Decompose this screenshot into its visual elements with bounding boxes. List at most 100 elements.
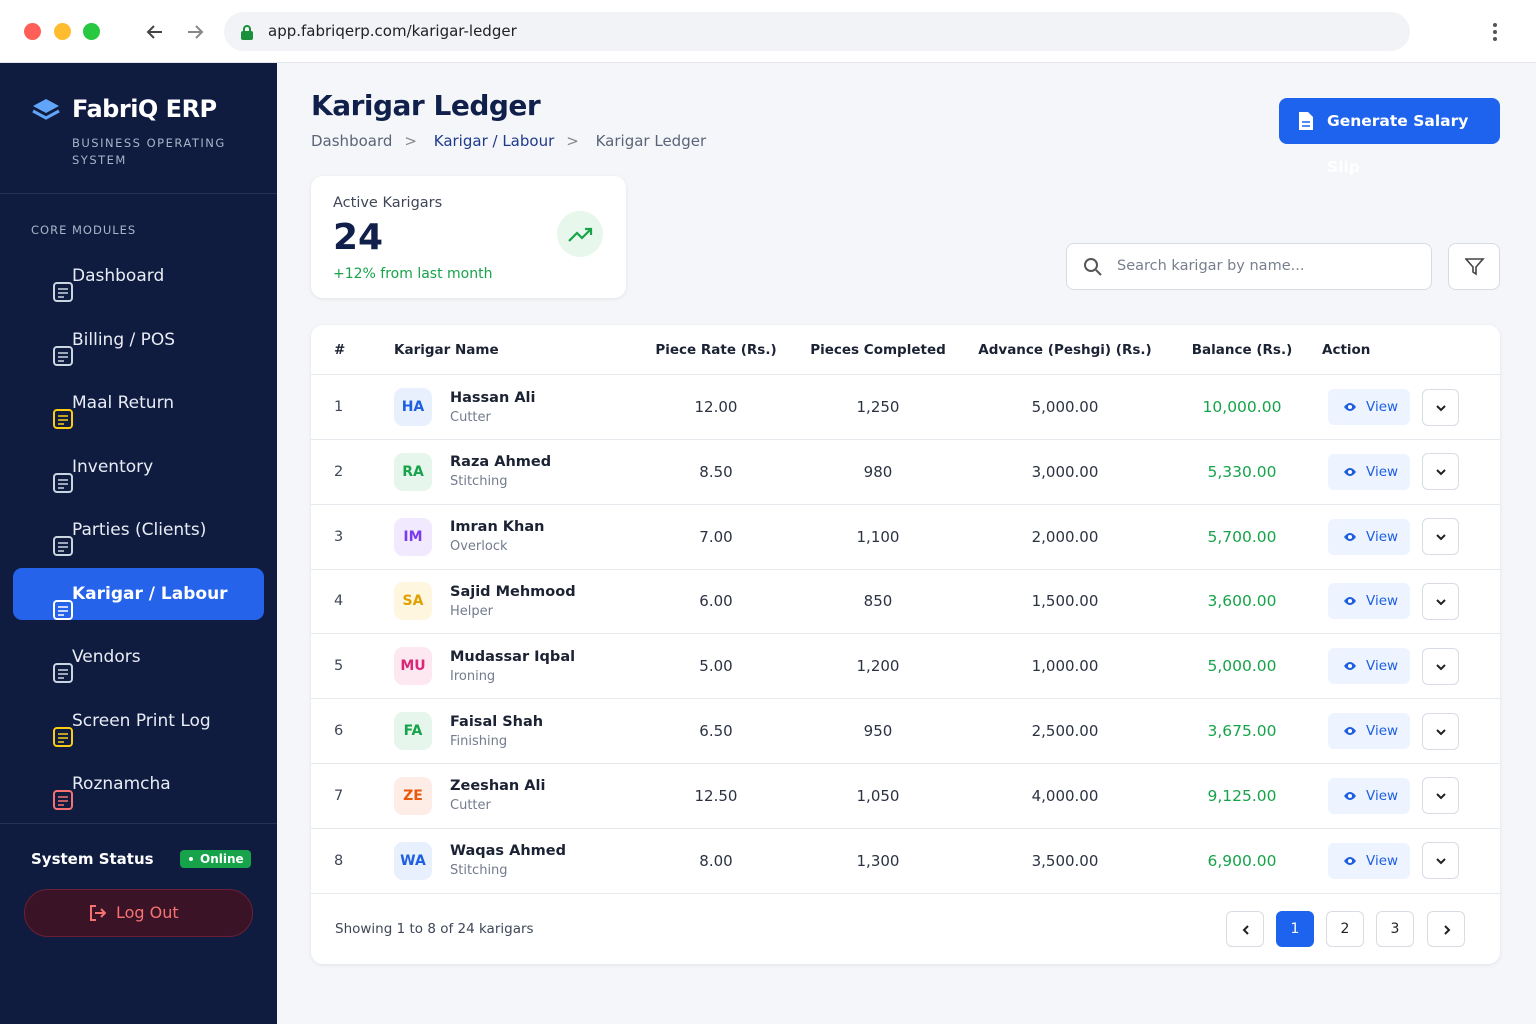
row-number: 4 (334, 593, 344, 610)
stat-label: Active Karigars (333, 195, 443, 211)
nav-item[interactable]: Parties (Clients) (13, 504, 264, 556)
stat-change: +12% from last month (333, 266, 493, 282)
page-button[interactable]: 2 (1326, 911, 1364, 947)
karigar-role: Cutter (450, 798, 491, 814)
table-row: 6 FA Faisal Shah Finishing 6.50 950 2,500.00 3,… (311, 699, 1500, 764)
nav-item[interactable]: Dashboard (13, 250, 264, 302)
stat-value: 24 (333, 217, 384, 258)
nav-item[interactable]: Screen Print Log (13, 695, 264, 747)
row-dropdown[interactable] (1422, 518, 1459, 556)
row-dropdown[interactable] (1422, 647, 1459, 685)
view-button[interactable]: View (1328, 583, 1410, 620)
action-cell: View (1322, 582, 1500, 620)
maximize-dot[interactable] (83, 23, 100, 40)
view-button[interactable]: View (1328, 842, 1410, 879)
nav-item[interactable]: Vendors (13, 631, 264, 683)
filter-button[interactable] (1448, 243, 1500, 290)
back-button[interactable] (145, 22, 165, 42)
row-dropdown[interactable] (1422, 388, 1459, 426)
search-icon (1084, 258, 1102, 276)
prev-page[interactable] (1226, 911, 1264, 947)
breadcrumb-link[interactable]: Karigar / Labour (433, 132, 555, 150)
row-dropdown[interactable] (1422, 712, 1459, 750)
cell-balance: 3,675.00 (1207, 722, 1277, 740)
karigar-name: Hassan Ali (450, 389, 536, 406)
avatar: RA (394, 452, 432, 491)
next-page[interactable] (1427, 911, 1465, 947)
karigar-cell: IM Imran Khan Overlock (394, 517, 644, 556)
brand-tagline: BUSINESS OPERATING SYSTEM (72, 136, 226, 167)
nav-item[interactable]: Roznamcha (13, 758, 264, 810)
table-row: 3 IM Imran Khan Overlock 7.00 1,100 2,000.00 5,… (311, 505, 1500, 570)
cell-balance: 3,600.00 (1207, 592, 1277, 611)
row-dropdown[interactable] (1422, 453, 1459, 491)
row-dropdown[interactable] (1422, 842, 1459, 880)
cell-balance: 5,700.00 (1207, 527, 1277, 546)
cell-piece-rate: 12.50 (694, 786, 738, 805)
cell-advance: 1,500.00 (1031, 592, 1099, 611)
icon (1435, 404, 1447, 412)
cell-piece-rate: 6.00 (699, 592, 733, 611)
row-dropdown[interactable] (1422, 582, 1459, 620)
view-button[interactable]: View (1328, 777, 1410, 814)
breadcrumb-link[interactable]: Dashboard (311, 132, 393, 150)
logout-text: Log Out (116, 903, 179, 922)
view-button[interactable]: View (1328, 389, 1410, 425)
karigar-role: Stitching (450, 863, 508, 879)
logout-button[interactable]: Log Out (24, 889, 253, 937)
search-placeholder: Search karigar by name... (1117, 258, 1305, 274)
icon (1435, 598, 1447, 606)
column-header: Advance (Peshgi) (Rs.) (978, 341, 1152, 358)
status-badge: Online (180, 850, 251, 868)
cell-balance: 6,900.00 (1207, 851, 1277, 870)
view-button[interactable]: View (1328, 648, 1410, 685)
row-number: 7 (334, 787, 344, 804)
karigar-info: Waqas Ahmed Stitching (450, 843, 566, 878)
cell-advance: 2,500.00 (1031, 722, 1099, 740)
nav-label: Karigar / Labour (72, 583, 228, 604)
karigar-info: Hassan Ali Cutter (450, 390, 536, 425)
row-dropdown[interactable] (1422, 777, 1459, 815)
close-dot[interactable] (24, 23, 41, 40)
logout-icon (90, 905, 106, 921)
view-label: View (1366, 463, 1399, 480)
view-button[interactable]: View (1328, 518, 1410, 555)
nav-label: Inventory (72, 456, 154, 477)
table-header: # Karigar Name Piece Rate (Rs.) Pieces Comp… (311, 325, 1500, 375)
generate-button[interactable]: Generate Salary Slip (1279, 98, 1500, 176)
action-cell: View (1322, 777, 1500, 815)
main: Karigar Ledger Dashboard > Karigar / Labo… (277, 63, 1536, 1024)
search-input[interactable]: Search karigar by name... (1066, 243, 1432, 290)
cell-pieces: 1,050 (856, 786, 900, 805)
divider (0, 823, 277, 824)
url-bar[interactable]: app.fabriqerp.com/karigar-ledger (224, 12, 1410, 51)
cell-balance: 10,000.00 (1202, 398, 1282, 416)
view-button[interactable]: View (1328, 713, 1410, 749)
icon (1435, 533, 1447, 541)
nav-item[interactable]: Karigar / Labour (13, 567, 264, 620)
nav-item[interactable]: Inventory (13, 441, 264, 493)
view-label: View (1366, 528, 1399, 545)
forward-button[interactable] (185, 22, 205, 42)
action-cell: View (1322, 842, 1500, 880)
view-button[interactable]: View (1328, 453, 1410, 490)
page-button[interactable]: 3 (1376, 911, 1414, 947)
sidebar: FabriQ ERP BUSINESS OPERATING SYSTEM COR… (0, 63, 277, 1024)
action-cell: View (1322, 453, 1500, 491)
karigar-info: Sajid Mehmood Helper (450, 584, 576, 619)
karigar-role: Ironing (450, 668, 496, 684)
table-row: 4 SA Sajid Mehmood Helper 6.00 850 1,500.00 3,6… (311, 569, 1500, 635)
section-label: CORE MODULES (31, 223, 137, 237)
nav-item[interactable]: Billing / POS (13, 314, 264, 366)
nav-item[interactable]: Maal Return (13, 377, 264, 429)
page-button[interactable]: 1 (1276, 911, 1314, 947)
menu-button[interactable] (1488, 22, 1502, 42)
minimize-dot[interactable] (54, 23, 71, 40)
browser-bar: app.fabriqerp.com/karigar-ledger (0, 0, 1536, 63)
cell-piece-rate: 8.50 (699, 462, 733, 481)
action-cell: View (1322, 647, 1500, 685)
brand-name: FabriQ ERP (72, 95, 217, 123)
cell-advance: 5,000.00 (1031, 398, 1099, 416)
avatar: WA (394, 841, 432, 880)
